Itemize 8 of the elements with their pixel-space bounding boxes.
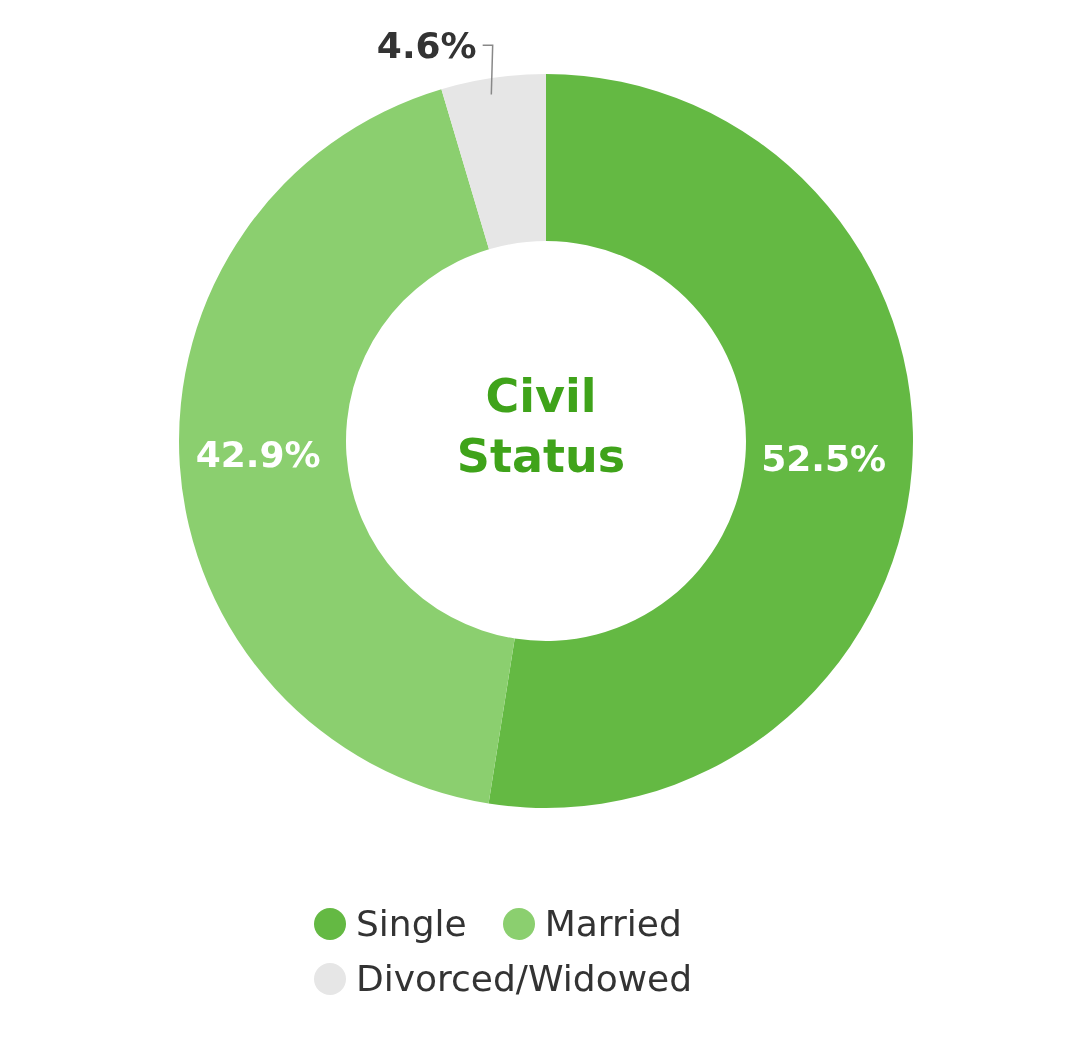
text: Civil Status [455,368,627,485]
legend-label: Single [356,903,467,944]
legend-label: Divorced/Widowed [356,958,693,999]
data-label: 4.6% [376,24,477,66]
data-label: 42.9% [195,434,321,476]
data-label: 52.5% [761,437,887,479]
legend-label: Married [544,903,682,944]
donut-slice [441,74,546,250]
